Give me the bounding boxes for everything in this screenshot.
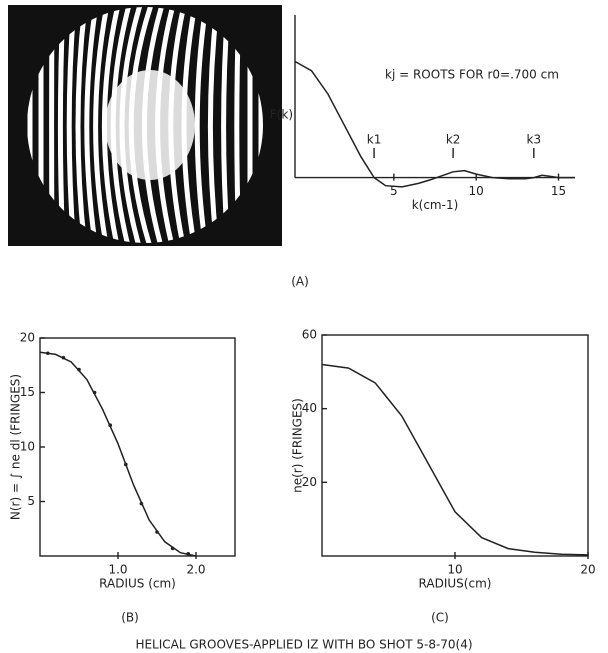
x-tick-label: 10	[447, 563, 462, 577]
data-point	[124, 462, 128, 467]
data-point	[139, 501, 144, 506]
fringe	[101, 7, 121, 243]
data-point	[61, 355, 66, 360]
plot-frame	[321, 334, 589, 557]
root-label: k2	[446, 133, 461, 147]
curve	[294, 60, 575, 188]
data-point	[186, 552, 190, 556]
y-axis-label: F(k)	[270, 108, 293, 122]
root-label: k3	[527, 133, 542, 147]
data-point	[108, 423, 112, 428]
caption-c: (C)	[431, 611, 449, 625]
x-tick-label: 10	[469, 184, 484, 198]
x-axis-label: RADIUS (cm)	[99, 577, 176, 591]
y-tick-label: 40	[302, 401, 317, 415]
y-axis-label: ne(r) (FRINGES)	[291, 398, 305, 493]
y-tick-label: 5	[27, 494, 35, 508]
fringe	[84, 7, 99, 243]
y-axis-label: N(r) = ∫ ne dl (FRINGES)	[9, 374, 23, 520]
fringe-center	[105, 70, 195, 180]
caption-a: (A)	[291, 275, 309, 289]
data-point	[155, 530, 159, 534]
x-tick-label: 20	[580, 563, 595, 577]
x-tick-label: 5	[390, 184, 398, 198]
data-point	[46, 351, 50, 356]
x-axis-label: k(cm-1)	[412, 198, 459, 212]
caption-b: (B)	[121, 611, 139, 625]
fringe	[93, 7, 110, 243]
curve	[39, 351, 197, 557]
data-point	[77, 367, 81, 372]
fringe	[207, 7, 220, 243]
root-label: k1	[367, 133, 382, 147]
x-axis-label: RADIUS(cm)	[419, 577, 492, 591]
annotation: kj = ROOTS FOR r0=.700 cm	[385, 68, 559, 82]
y-tick-label: 20	[302, 475, 317, 489]
data-point	[92, 390, 97, 395]
plot-frame	[39, 337, 236, 557]
curve	[321, 363, 589, 556]
y-tick-label: 15	[20, 385, 35, 399]
y-tick-label: 10	[20, 440, 35, 454]
y-tick-label: 20	[20, 331, 35, 345]
x-tick-label: 2.0	[186, 563, 205, 577]
footer: HELICAL GROOVES-APPLIED IZ WITH BO SHOT …	[135, 638, 472, 652]
data-point	[170, 546, 175, 551]
x-tick-label: 15	[551, 184, 566, 198]
fringe	[194, 7, 209, 243]
x-tick-label: 1.0	[108, 563, 127, 577]
fringe	[75, 7, 88, 243]
y-tick-label: 60	[302, 328, 317, 342]
